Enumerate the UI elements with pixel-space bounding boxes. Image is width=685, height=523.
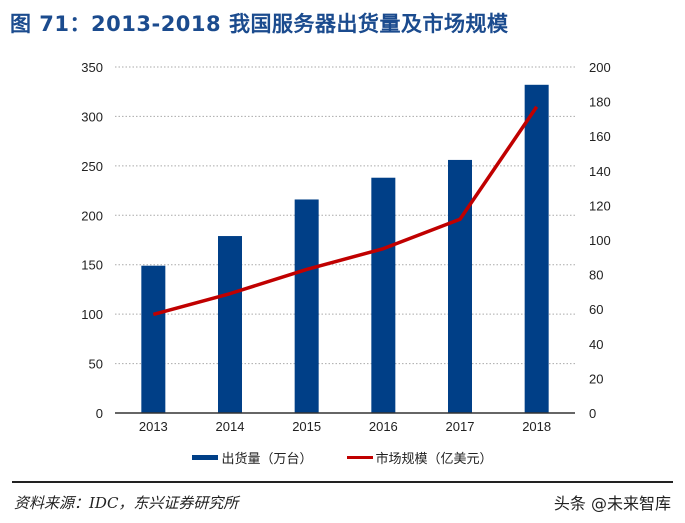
chart: 0 50 100 150 200 250 300 350 0 20 40 60 80 100 120 140 1… bbox=[81, 60, 611, 434]
x-tick-label: 2018 bbox=[522, 419, 551, 434]
legend-label: 市场规模（亿美元） bbox=[375, 452, 493, 467]
y-right-tick-label: 60 bbox=[589, 302, 603, 317]
legend-item-shipments: 出货量（万台） bbox=[192, 448, 313, 467]
bar bbox=[448, 159, 472, 413]
y-left-tick-label: 150 bbox=[81, 258, 103, 273]
x-tick-label: 2015 bbox=[292, 419, 321, 434]
y-right-tick-label: 180 bbox=[589, 95, 611, 110]
bar bbox=[371, 177, 396, 413]
x-tick-label: 2017 bbox=[446, 419, 475, 434]
y-right-tick-label: 20 bbox=[589, 371, 603, 386]
y-left-tick-label: 100 bbox=[81, 307, 103, 322]
bar bbox=[294, 199, 319, 413]
y-right-tick-label: 80 bbox=[589, 268, 603, 283]
y-left-tick-label: 50 bbox=[89, 357, 103, 372]
y-left-tick-label: 350 bbox=[81, 60, 103, 75]
chart-title: 图 71：2013-2018 我国服务器出货量及市场规模 bbox=[10, 12, 509, 36]
y-left-tick-label: 250 bbox=[81, 159, 103, 174]
bar bbox=[524, 84, 549, 414]
y-left-tick-label: 300 bbox=[81, 109, 103, 124]
legend-swatch-line bbox=[346, 456, 373, 459]
y-left-tick-label: 200 bbox=[81, 208, 103, 223]
legend-swatch-bar bbox=[192, 455, 219, 460]
y-right-tick-label: 40 bbox=[589, 337, 603, 352]
x-tick-label: 2016 bbox=[369, 419, 398, 434]
divider bbox=[12, 481, 673, 483]
y-left-tick-label: 0 bbox=[96, 406, 103, 421]
y-right-tick-label: 200 bbox=[589, 60, 611, 75]
legend-item-market: 市场规模（亿美元） bbox=[346, 448, 493, 467]
x-tick-label: 2014 bbox=[216, 419, 245, 434]
line-series bbox=[152, 105, 539, 317]
y-right-tick-label: 120 bbox=[589, 198, 611, 213]
source-note: 资料来源：IDC，东兴证券研究所 bbox=[14, 494, 239, 512]
y-right-tick-label: 100 bbox=[589, 233, 611, 248]
legend: 出货量（万台） 市场规模（亿美元） bbox=[0, 448, 685, 467]
legend-label: 出货量（万台） bbox=[221, 452, 313, 467]
bar bbox=[141, 265, 166, 413]
y-right-tick-label: 160 bbox=[589, 129, 611, 144]
watermark: 头条 @未来智库 bbox=[553, 494, 671, 513]
y-right-tick-label: 0 bbox=[589, 406, 596, 421]
x-tick-label: 2013 bbox=[139, 419, 168, 434]
bar bbox=[218, 236, 242, 413]
y-right-tick-label: 140 bbox=[589, 164, 611, 179]
